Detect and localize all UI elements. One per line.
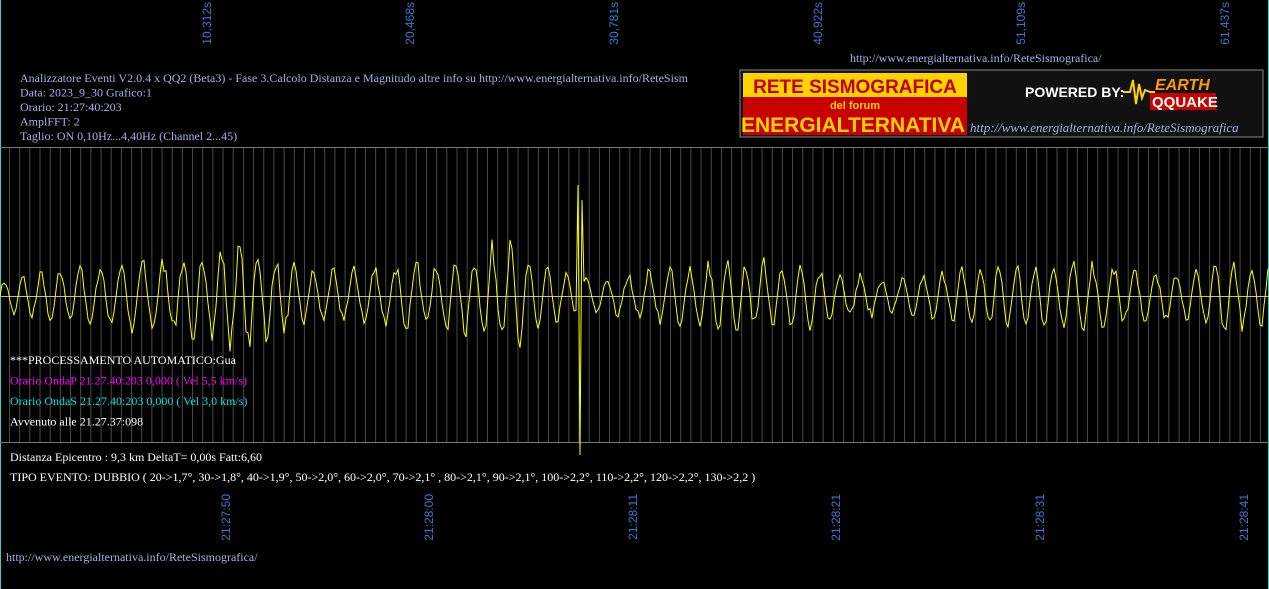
time-label-bottom: 21:28:41: [1237, 494, 1251, 541]
logo-subtitle: del forum: [830, 100, 880, 112]
header-info: Analizzatore Eventi V2.0.4 x QQ2 (Beta3)…: [20, 71, 689, 143]
header-line: Analizzatore Eventi V2.0.4 x QQ2 (Beta3)…: [20, 71, 689, 85]
time-label-bottom: 21:28:21: [829, 494, 843, 541]
time-label-top: 10,312s: [200, 2, 214, 45]
time-label-bottom: 21:27:50: [219, 494, 233, 541]
processing-line: Orario OndaS 21.27.40:203 0,000 ( Vel 3,…: [10, 394, 247, 408]
logo: RETE SISMOGRAFICA del forum ENERGIALTERN…: [739, 69, 1264, 138]
top-time-axis: 10,312s 20,468s 30,781s 40,922s 51,109s 61,43…: [200, 2, 1232, 45]
header-line: Data: 2023_9_30 Grafico:1: [20, 86, 152, 100]
waveform: [0, 184, 1269, 456]
logo-name: ENERGIALTERNATIVA: [741, 114, 965, 137]
grid: [9, 147, 1261, 442]
logo-title-bg: [743, 73, 967, 97]
logo-seismo-icon: [1123, 79, 1155, 105]
time-label-top: 20,468s: [403, 2, 417, 45]
header-line: Orario: 21:27:40:203: [20, 100, 122, 114]
header-line: Taglio: ON 0,10Hz...4,40Hz (Channel 2...…: [20, 129, 237, 143]
time-label-top: 51,109s: [1014, 2, 1028, 45]
time-label-top: 30,781s: [607, 2, 621, 45]
result-line: TIPO EVENTO: DUBBIO ( 20->1,7°, 30->1,8°…: [10, 470, 755, 484]
header-line: AmplFFT: 2: [20, 115, 80, 129]
logo-title: RETE SISMOGRAFICA: [753, 77, 957, 98]
time-label-bottom: 21:28:00: [422, 494, 436, 541]
time-label-bottom: 21:28:11: [626, 494, 640, 540]
processing-info: ***PROCESSAMENTO AUTOMATICO:Gua Orario On…: [10, 353, 247, 429]
time-label-top: 61,437s: [1218, 2, 1232, 45]
result-line: Distanza Epicentro : 9,3 km DeltaT= 0,00…: [10, 450, 262, 464]
bottom-time-axis: 21:27:50 21:28:00 21:28:11 21:28:21 21:28:31…: [219, 494, 1251, 541]
footer-url: http://www.energialternativa.info/ReteSi…: [6, 550, 258, 564]
time-label-bottom: 21:28:31: [1033, 494, 1047, 541]
processing-line: Avvenuto alle 21.27.37:098: [10, 415, 143, 429]
logo-powered: POWERED BY:: [1025, 84, 1124, 100]
logo-brand-bg: [1150, 93, 1216, 110]
logo-name-bg: [743, 97, 967, 135]
logo-url: http://www.energialternativa.info/ReteSi…: [970, 120, 1239, 135]
header-url: http://www.energialternativa.info/ReteSi…: [850, 51, 1102, 65]
logo-brand-bottom: QQUAKE: [1152, 94, 1218, 111]
logo-brand-top: EARTH: [1155, 77, 1210, 94]
result-info: Distanza Epicentro : 9,3 km DeltaT= 0,00…: [10, 450, 755, 484]
time-label-top: 40,922s: [811, 2, 825, 45]
processing-line: ***PROCESSAMENTO AUTOMATICO:Gua: [10, 353, 237, 367]
processing-line: Orario OndaP 21.27.40:203 0,000 ( Vel 5,…: [10, 374, 247, 388]
